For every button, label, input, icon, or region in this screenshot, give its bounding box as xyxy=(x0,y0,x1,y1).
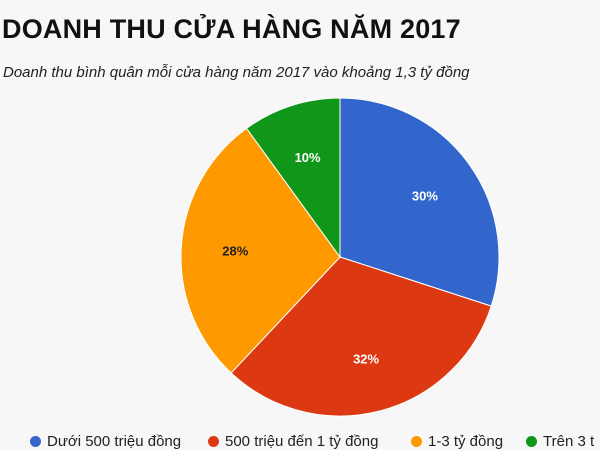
legend-label: Dưới 500 triệu đồng xyxy=(47,433,182,450)
slice-1-to-3b-label: 28% xyxy=(222,243,248,258)
chart-subtitle: Doanh thu bình quân mỗi cửa hàng năm 201… xyxy=(3,64,470,81)
legend-label: Trên 3 t xyxy=(543,433,595,450)
slice-500m-to-1b-label: 32% xyxy=(353,352,379,367)
legend-swatch-red xyxy=(208,435,219,447)
slice-500m-to-1b xyxy=(230,256,492,417)
legend-item-over-3b: Trên 3 t xyxy=(526,433,594,450)
slice-1-to-3b xyxy=(180,127,341,374)
pie-slices xyxy=(180,97,500,417)
legend-item-1-to-3b: 1-3 tỷ đồng xyxy=(411,433,503,450)
slice-over-3b-label: 10% xyxy=(295,150,321,165)
legend-label: 500 triệu đến 1 tỷ đồng xyxy=(225,433,379,450)
legend-swatch-orange xyxy=(411,435,422,447)
legend-swatch-green xyxy=(526,435,537,447)
legend-item-500m-to-1b: 500 triệu đến 1 tỷ đồng xyxy=(208,433,378,450)
legend-item-under-500m: Dưới 500 triệu đồng xyxy=(30,433,181,450)
chart-title: DOANH THU CỬA HÀNG NĂM 2017 xyxy=(2,14,461,44)
slice-under-500m xyxy=(339,97,500,307)
legend-swatch-blue xyxy=(30,435,41,447)
slice-under-500m-label: 30% xyxy=(412,188,438,203)
legend-label: 1-3 tỷ đồng xyxy=(428,433,504,450)
slice-over-3b xyxy=(245,97,341,259)
pie-slice-labels: 30% 32% 28% 10% xyxy=(222,150,438,366)
